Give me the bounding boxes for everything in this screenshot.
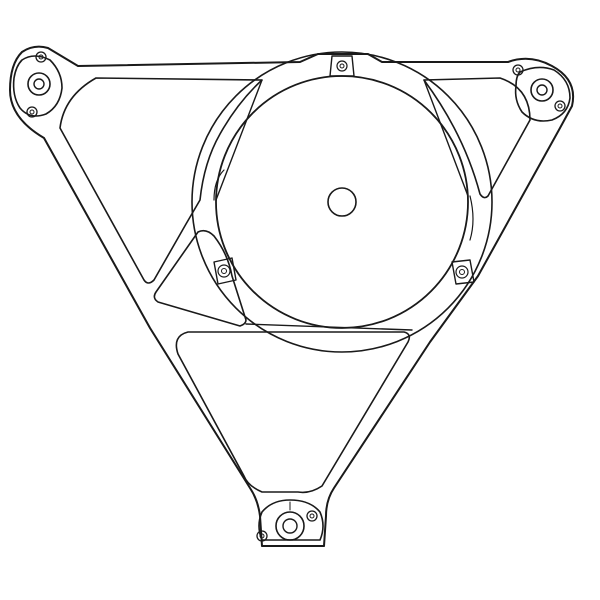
- pocket-left-window: [153, 229, 247, 327]
- screw-head-icon: [554, 100, 566, 112]
- center-hole-icon: [327, 187, 357, 217]
- screw-head-icon: [256, 530, 268, 542]
- pocket-bottom: [175, 331, 411, 494]
- disc-clip-left: [213, 257, 237, 285]
- bolt-boss-icon: [27, 72, 51, 96]
- triangular-frame-outline: [9, 45, 574, 547]
- pocket-upper-right: [423, 77, 531, 199]
- screw-head-icon: [455, 265, 469, 279]
- frame-struts: [213, 79, 474, 331]
- main-disc: [215, 75, 469, 329]
- disc-clip-top: [329, 55, 355, 77]
- screw-head-icon: [217, 264, 231, 278]
- bolt-boss-icon: [275, 511, 305, 541]
- bolt-boss-icon: [530, 78, 554, 102]
- screw-head-icon: [26, 106, 38, 118]
- back-disc: [191, 51, 493, 353]
- pocket-upper-left: [59, 77, 263, 284]
- mount-boss-top-right: [512, 64, 571, 122]
- mount-boss-top-left: [12, 51, 63, 118]
- screw-head-icon: [336, 60, 348, 72]
- disc-clip-right: [451, 259, 475, 285]
- screw-head-icon: [35, 51, 47, 63]
- screw-head-icon: [306, 510, 318, 522]
- screw-head-icon: [512, 64, 524, 76]
- mount-boss-bottom: [256, 499, 324, 542]
